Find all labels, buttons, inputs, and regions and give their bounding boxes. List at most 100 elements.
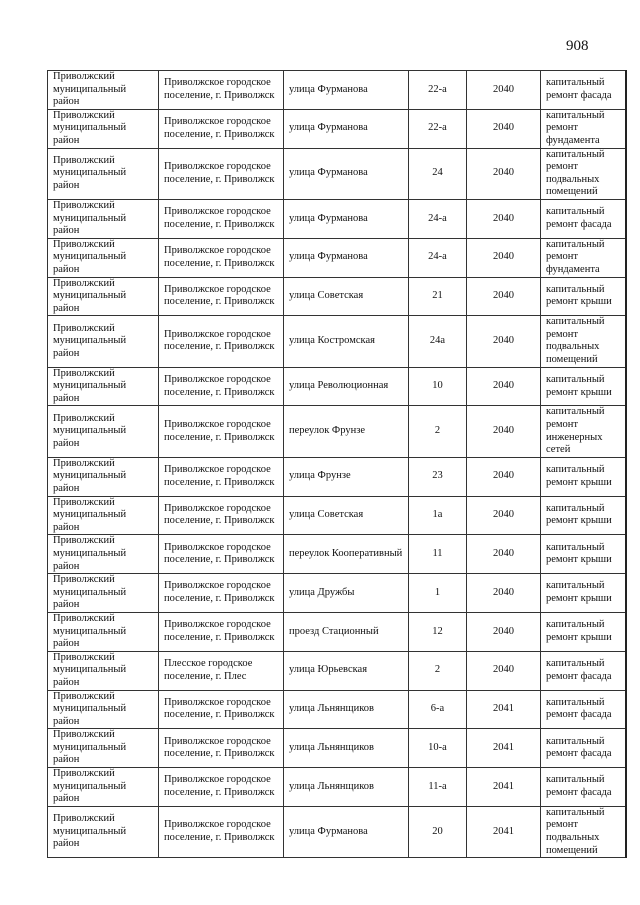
district-cell: Приволжский муниципальный район: [47, 495, 159, 536]
table-row: Приволжский муниципальный район Приволжск…: [47, 108, 627, 149]
settlement-cell: Приволжское городское поселение, г. Прив…: [158, 534, 284, 575]
street-cell: улица Льнянщиков: [283, 728, 409, 769]
work-type-cell: капитальный ремонт фасада: [540, 767, 627, 807]
work-type-cell: капитальный ремонт инженерных сетей: [540, 405, 627, 458]
house-number-cell: 21: [408, 276, 467, 317]
district-cell: Приволжский муниципальный район: [47, 611, 159, 652]
district-cell: Приволжский муниципальный район: [47, 237, 159, 278]
table-row: Приволжский муниципальный район Приволжск…: [47, 405, 627, 458]
district-cell: Приволжский муниципальный район: [47, 805, 159, 859]
year-cell: 2040: [466, 405, 541, 458]
repair-schedule-table: Приволжский муниципальный район Приволжск…: [47, 70, 627, 859]
table-row: Приволжский муниципальный район Плесское …: [47, 650, 627, 691]
work-type-cell: капитальный ремонт фундамента: [540, 237, 627, 278]
table-row: Приволжский муниципальный район Приволжск…: [47, 237, 627, 278]
year-cell: 2040: [466, 495, 541, 536]
settlement-cell: Приволжское городское поселение, г. Прив…: [158, 147, 284, 200]
table-row: Приволжский муниципальный район Приволжск…: [47, 70, 627, 110]
house-number-cell: 24-а: [408, 198, 467, 239]
street-cell: улица Юрьевская: [283, 650, 409, 691]
settlement-cell: Приволжское городское поселение, г. Прив…: [158, 366, 284, 407]
house-number-cell: 2: [408, 405, 467, 458]
house-number-cell: 1а: [408, 495, 467, 536]
settlement-cell: Приволжское городское поселение, г. Прив…: [158, 315, 284, 368]
table-row: Приволжский муниципальный район Приволжск…: [47, 728, 627, 769]
year-cell: 2041: [466, 767, 541, 807]
house-number-cell: 10: [408, 366, 467, 407]
settlement-cell: Приволжское городское поселение, г. Прив…: [158, 495, 284, 536]
work-type-cell: капитальный ремонт крыши: [540, 276, 627, 317]
settlement-cell: Приволжское городское поселение, г. Прив…: [158, 689, 284, 730]
street-cell: улица Фурманова: [283, 70, 409, 110]
year-cell: 2041: [466, 728, 541, 769]
year-cell: 2040: [466, 147, 541, 200]
work-type-cell: капитальный ремонт крыши: [540, 611, 627, 652]
work-type-cell: капитальный ремонт крыши: [540, 456, 627, 497]
street-cell: улица Дружбы: [283, 573, 409, 613]
street-cell: переулок Кооперативный: [283, 534, 409, 575]
work-type-cell: капитальный ремонт фасада: [540, 650, 627, 691]
district-cell: Приволжский муниципальный район: [47, 108, 159, 149]
table-row: Приволжский муниципальный район Приволжск…: [47, 573, 627, 613]
settlement-cell: Приволжское городское поселение, г. Прив…: [158, 805, 284, 859]
year-cell: 2040: [466, 70, 541, 110]
page-number: 908: [566, 38, 589, 54]
table-row: Приволжский муниципальный район Приволжск…: [47, 767, 627, 807]
table-row: Приволжский муниципальный район Приволжск…: [47, 456, 627, 497]
house-number-cell: 10-а: [408, 728, 467, 769]
settlement-cell: Приволжское городское поселение, г. Прив…: [158, 276, 284, 317]
district-cell: Приволжский муниципальный район: [47, 573, 159, 613]
house-number-cell: 1: [408, 573, 467, 613]
work-type-cell: капитальный ремонт фасада: [540, 728, 627, 769]
street-cell: проезд Стационный: [283, 611, 409, 652]
district-cell: Приволжский муниципальный район: [47, 405, 159, 458]
district-cell: Приволжский муниципальный район: [47, 147, 159, 200]
table-body: Приволжский муниципальный район Приволжск…: [47, 70, 627, 859]
district-cell: Приволжский муниципальный район: [47, 315, 159, 368]
district-cell: Приволжский муниципальный район: [47, 276, 159, 317]
street-cell: улица Революционная: [283, 366, 409, 407]
house-number-cell: 12: [408, 611, 467, 652]
year-cell: 2040: [466, 198, 541, 239]
work-type-cell: капитальный ремонт фасада: [540, 689, 627, 730]
settlement-cell: Приволжское городское поселение, г. Прив…: [158, 237, 284, 278]
table-row: Приволжский муниципальный район Приволжск…: [47, 276, 627, 317]
year-cell: 2040: [466, 366, 541, 407]
year-cell: 2041: [466, 689, 541, 730]
settlement-cell: Приволжское городское поселение, г. Прив…: [158, 611, 284, 652]
table-row: Приволжский муниципальный район Приволжск…: [47, 534, 627, 575]
district-cell: Приволжский муниципальный район: [47, 366, 159, 407]
year-cell: 2040: [466, 108, 541, 149]
work-type-cell: капитальный ремонт подвальных помещений: [540, 805, 627, 859]
street-cell: улица Фурманова: [283, 237, 409, 278]
district-cell: Приволжский муниципальный район: [47, 198, 159, 239]
street-cell: улица Льнянщиков: [283, 689, 409, 730]
street-cell: улица Фурманова: [283, 108, 409, 149]
work-type-cell: капитальный ремонт фасада: [540, 198, 627, 239]
work-type-cell: капитальный ремонт крыши: [540, 573, 627, 613]
year-cell: 2040: [466, 315, 541, 368]
district-cell: Приволжский муниципальный район: [47, 689, 159, 730]
district-cell: Приволжский муниципальный район: [47, 534, 159, 575]
house-number-cell: 11: [408, 534, 467, 575]
work-type-cell: капитальный ремонт фасада: [540, 70, 627, 110]
house-number-cell: 24а: [408, 315, 467, 368]
street-cell: улица Фрунзе: [283, 456, 409, 497]
settlement-cell: Приволжское городское поселение, г. Прив…: [158, 456, 284, 497]
house-number-cell: 23: [408, 456, 467, 497]
settlement-cell: Приволжское городское поселение, г. Прив…: [158, 70, 284, 110]
street-cell: улица Фурманова: [283, 147, 409, 200]
settlement-cell: Приволжское городское поселение, г. Прив…: [158, 108, 284, 149]
settlement-cell: Приволжское городское поселение, г. Прив…: [158, 767, 284, 807]
table-row: Приволжский муниципальный район Приволжск…: [47, 689, 627, 730]
street-cell: улица Советская: [283, 495, 409, 536]
settlement-cell: Приволжское городское поселение, г. Прив…: [158, 728, 284, 769]
table-row: Приволжский муниципальный район Приволжск…: [47, 315, 627, 368]
settlement-cell: Приволжское городское поселение, г. Прив…: [158, 573, 284, 613]
year-cell: 2041: [466, 805, 541, 859]
house-number-cell: 24-а: [408, 237, 467, 278]
street-cell: улица Советская: [283, 276, 409, 317]
house-number-cell: 2: [408, 650, 467, 691]
table-row: Приволжский муниципальный район Приволжск…: [47, 198, 627, 239]
table-row: Приволжский муниципальный район Приволжск…: [47, 495, 627, 536]
